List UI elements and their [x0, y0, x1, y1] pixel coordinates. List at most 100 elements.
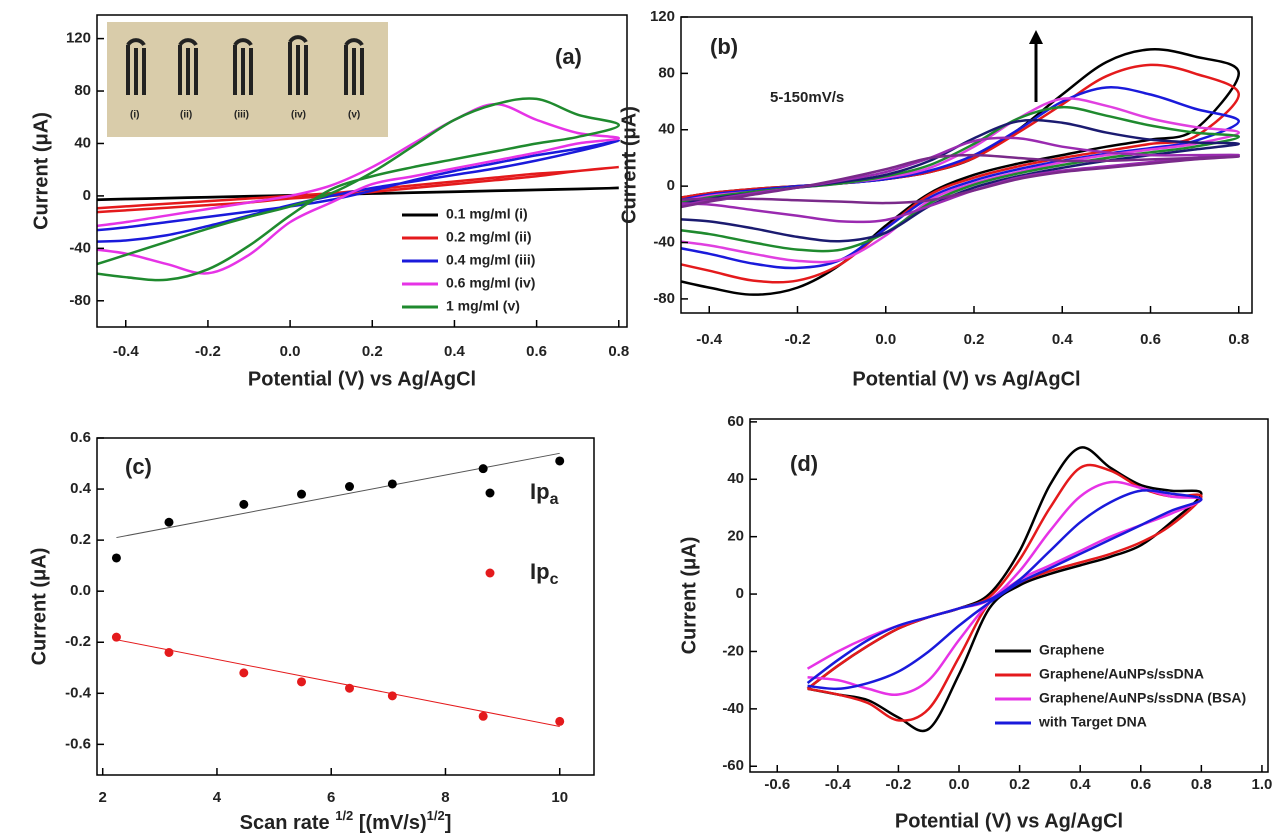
- plot-area: [111, 452, 565, 727]
- legend-label: 1 mg/ml (v): [446, 298, 520, 314]
- point: [555, 456, 565, 466]
- y-tick-label: 0: [736, 585, 744, 602]
- legend-name: Ip: [530, 559, 550, 584]
- y-axis-title: Current (μA): [28, 548, 50, 666]
- x-tick-label: -0.2: [886, 776, 912, 793]
- point: [297, 489, 307, 499]
- y-tick-label: 0: [667, 177, 675, 194]
- cv-curve: [97, 102, 621, 275]
- point: [387, 479, 397, 489]
- inset-label: (iv): [291, 110, 306, 121]
- x-axis-title-part: [(mV/s): [353, 812, 426, 834]
- legend-subscript: a: [550, 491, 559, 508]
- x-tick-label: 0.6: [1130, 776, 1151, 793]
- x-tick-label: 0.4: [444, 343, 466, 360]
- y-tick-label: -0.6: [65, 735, 91, 752]
- point: [297, 677, 307, 687]
- inset-label: (iii): [234, 110, 249, 121]
- legend-name: Ip: [530, 479, 550, 504]
- legend-label: with Target DNA: [1038, 714, 1147, 730]
- annotation: 5-150mV/s: [770, 89, 844, 106]
- x-tick-label: 0.8: [608, 343, 629, 360]
- y-tick-label: 120: [66, 30, 91, 47]
- y-tick-label: -0.4: [65, 684, 92, 701]
- y-tick-label: -80: [653, 290, 675, 307]
- plot-area: [681, 48, 1241, 296]
- superscript: 1/2: [427, 808, 445, 823]
- electrodes: [126, 35, 364, 95]
- cv-curve: [681, 63, 1241, 284]
- x-tick-label: -0.2: [785, 331, 811, 348]
- frame: [749, 418, 1269, 773]
- point: [555, 716, 565, 726]
- x-axis-title: Scan rate 1/2 [(mV/s)1/2]: [240, 808, 452, 834]
- legend-label: Graphene/AuNPs/ssDNA (BSA): [1039, 690, 1246, 706]
- cv-curve: [97, 139, 621, 243]
- x-tick-label: 1.0: [1252, 776, 1273, 793]
- y-tick-label: -40: [722, 700, 744, 717]
- x-tick-label: 0.0: [280, 343, 301, 360]
- panel: -0.6 -0.4 -0.2 0.0 0.2 0.4 0.6 2 4 6 8 10 Current (μ…: [28, 429, 595, 834]
- x-tick-label: -0.4: [696, 331, 723, 348]
- cv-curve: [681, 97, 1241, 264]
- x-tick-label: 0.4: [1070, 776, 1092, 793]
- x-axis-title-part: Scan rate: [240, 812, 336, 834]
- point: [344, 482, 354, 492]
- panel-label: (c): [125, 454, 152, 479]
- x-tick-label: 0.2: [964, 331, 985, 348]
- x-tick-label: -0.4: [113, 343, 140, 360]
- cv-curve: [681, 105, 1241, 253]
- panel: -80 -40 0 40 80 120 -0.4 -0.2 0.0 0.2 0.4 0.6 0.8 Cur…: [30, 14, 629, 390]
- panel-label: (b): [710, 34, 738, 59]
- panel-label: (a): [555, 44, 582, 69]
- y-tick-label: 40: [727, 470, 744, 487]
- x-tick-label: 0.2: [1009, 776, 1030, 793]
- panel: -60 -40 -20 0 20 40 60 -0.6 -0.4 -0.2 0.0 0.2 0.4 0.6…: [678, 413, 1272, 832]
- y-tick-label: 0.6: [70, 429, 91, 446]
- legend-marker: [485, 488, 495, 498]
- x-tick-label: 10: [551, 789, 568, 806]
- cv-curve: [681, 118, 1241, 243]
- point: [164, 647, 174, 657]
- y-tick-label: 80: [658, 64, 675, 81]
- y-tick-label: 80: [74, 82, 91, 99]
- x-tick-label: 0.0: [949, 776, 970, 793]
- inset-label: (i): [130, 110, 139, 121]
- x-tick-label: 0.6: [526, 343, 547, 360]
- cv-curve: [681, 48, 1241, 296]
- cv-curve: [97, 186, 621, 202]
- legend-label: 0.4 mg/ml (iii): [446, 252, 535, 268]
- x-tick-label: 0.4: [1052, 331, 1074, 348]
- x-tick-label: -0.2: [195, 343, 221, 360]
- x-tick-label: 0.8: [1228, 331, 1249, 348]
- arrow: [1029, 30, 1043, 102]
- point: [344, 683, 354, 693]
- cv-curve: [97, 97, 621, 282]
- y-tick-label: 0.0: [70, 582, 91, 599]
- y-axis-title: Current (μA): [618, 106, 640, 224]
- x-tick-label: 8: [441, 789, 449, 806]
- x-tick-label: 0.0: [875, 331, 896, 348]
- panel: -80 -40 0 40 80 120 -0.4 -0.2 0.0 0.2 0.4 0.6 0.8 Cur…: [618, 8, 1253, 390]
- point: [387, 691, 397, 701]
- fit-line: [116, 639, 560, 727]
- inset-label: (ii): [180, 110, 192, 121]
- legend-label: 0.2 mg/ml (ii): [446, 229, 532, 245]
- plot-area: [97, 97, 621, 282]
- superscript: 1/2: [335, 808, 353, 823]
- inset-label: (v): [348, 110, 360, 121]
- x-tick-label: -0.6: [764, 776, 790, 793]
- y-tick-label: -20: [722, 642, 744, 659]
- y-tick-label: -0.2: [65, 633, 91, 650]
- point: [111, 553, 121, 563]
- legend-label: 0.1 mg/ml (i): [446, 206, 528, 222]
- x-tick-label: 0.2: [362, 343, 383, 360]
- y-tick-label: -60: [722, 757, 744, 774]
- y-tick-label: -40: [653, 233, 675, 250]
- y-tick-label: 120: [650, 8, 675, 25]
- x-axis-title-part: ]: [445, 812, 452, 834]
- point: [239, 668, 249, 678]
- x-tick-label: 4: [213, 789, 222, 806]
